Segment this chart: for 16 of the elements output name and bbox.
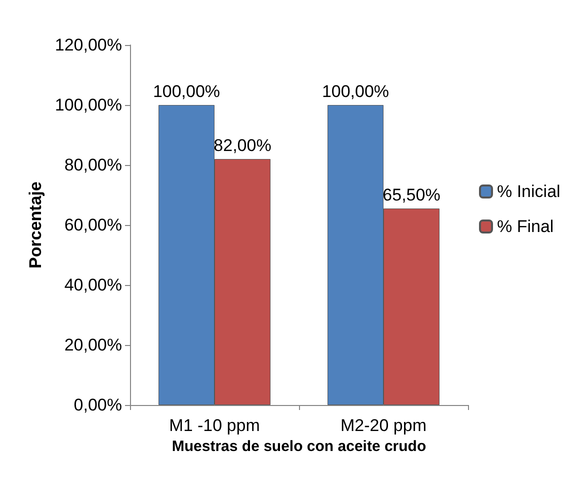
y-tick-label: 60,00% [64, 216, 122, 234]
y-tick-label: 0,00% [74, 396, 122, 414]
y-tick-label: 80,00% [64, 156, 122, 174]
y-tick-label: 40,00% [64, 276, 122, 294]
data-label: 100,00% [152, 82, 220, 101]
legend-label: % Inicial [497, 182, 560, 201]
data-label: 100,00% [322, 82, 390, 101]
x-tick-label: M2-20 ppm [340, 416, 426, 435]
x-axis-title: Muestras de suelo con aceite crudo [172, 438, 426, 455]
y-tick-label: 120,00% [54, 36, 122, 54]
x-tick-label: M1 -10 ppm [169, 416, 260, 435]
y-axis-title: Porcentaje [26, 182, 45, 268]
y-tick-label: 100,00% [54, 96, 122, 114]
data-label: 65,50% [382, 186, 440, 204]
y-tick-label: 20,00% [64, 336, 122, 354]
legend-label: % Final [497, 217, 554, 236]
